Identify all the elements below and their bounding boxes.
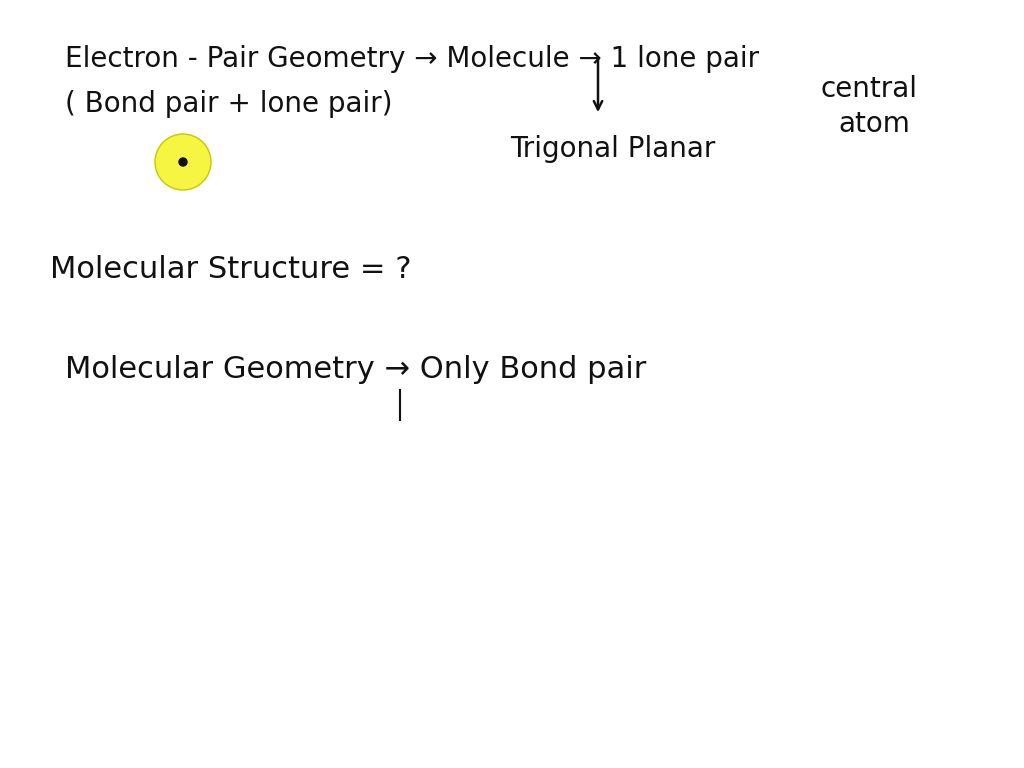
Text: Trigonal Planar: Trigonal Planar — [510, 135, 716, 163]
Ellipse shape — [155, 134, 211, 190]
Text: atom: atom — [838, 110, 910, 138]
Text: ( Bond pair + lone pair): ( Bond pair + lone pair) — [65, 90, 392, 118]
Text: Electron - Pair Geometry → Molecule → 1 lone pair: Electron - Pair Geometry → Molecule → 1 … — [65, 45, 759, 73]
Circle shape — [179, 158, 187, 166]
Text: Molecular Geometry → Only Bond pair: Molecular Geometry → Only Bond pair — [65, 355, 646, 384]
Text: central: central — [820, 75, 918, 103]
Text: Molecular Structure = ?: Molecular Structure = ? — [50, 255, 412, 284]
